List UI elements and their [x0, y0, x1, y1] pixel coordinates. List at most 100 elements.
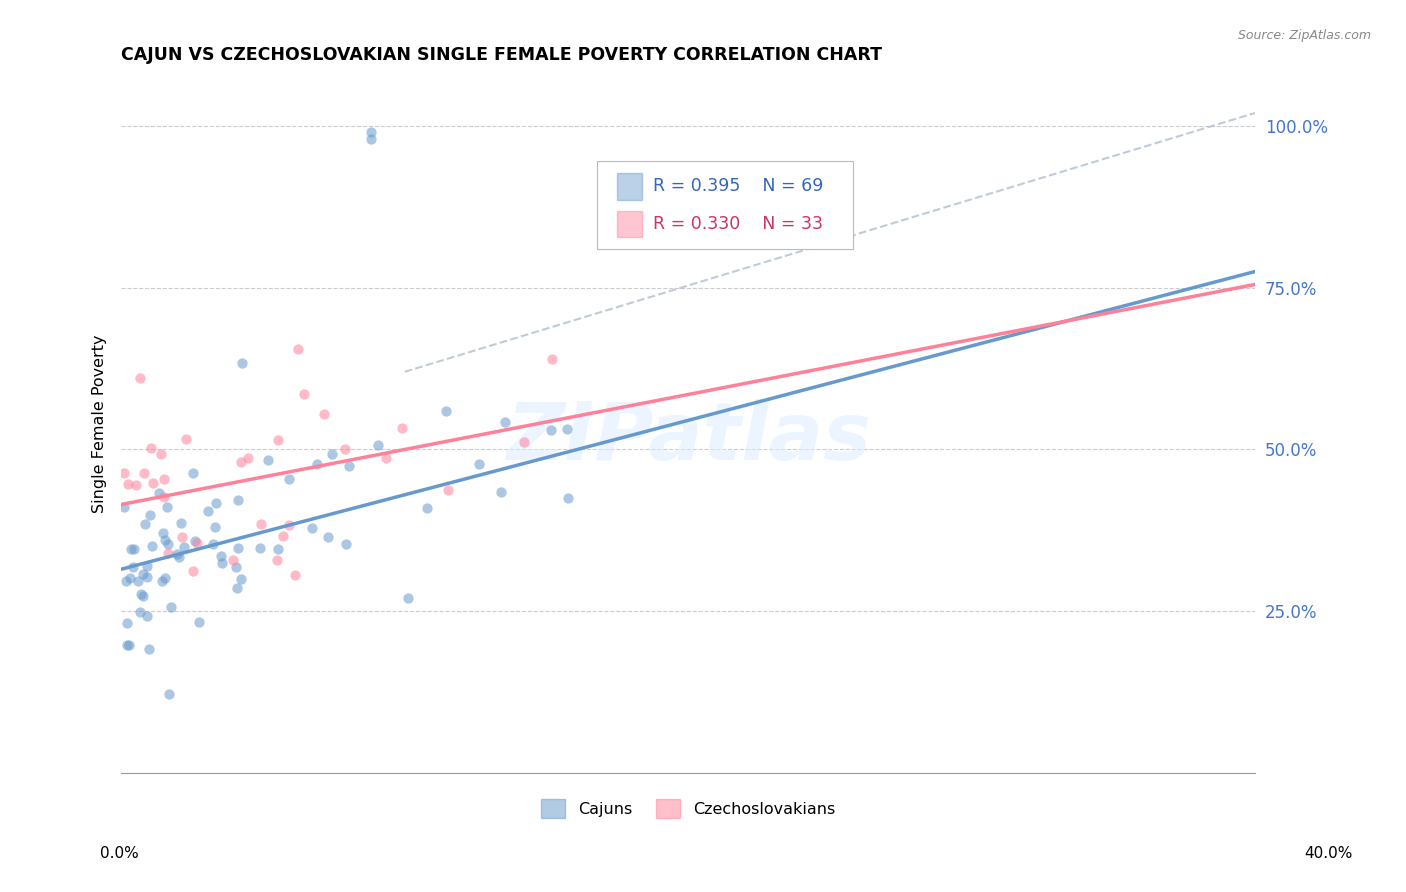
Point: [114, 574, 136, 589]
Point: [157, 687, 180, 701]
Point: [513, 435, 536, 450]
Point: [204, 520, 226, 534]
Point: [226, 492, 249, 507]
Point: [184, 533, 207, 548]
Legend: Cajuns, Czechoslovakians: Cajuns, Czechoslovakians: [534, 792, 841, 824]
Point: [489, 484, 512, 499]
Point: [292, 387, 315, 401]
Point: [150, 574, 173, 588]
Point: [134, 467, 156, 481]
Point: [125, 478, 148, 492]
Point: [205, 496, 228, 510]
Point: [226, 581, 249, 595]
Point: [127, 574, 149, 588]
Text: R = 0.395    N = 69: R = 0.395 N = 69: [652, 178, 824, 195]
Point: [174, 432, 197, 446]
Point: [132, 589, 155, 603]
Point: [540, 423, 562, 437]
Text: Source: ZipAtlas.com: Source: ZipAtlas.com: [1237, 29, 1371, 42]
Point: [148, 486, 170, 500]
Point: [197, 504, 219, 518]
Text: R = 0.330    N = 33: R = 0.330 N = 33: [652, 215, 823, 233]
Point: [360, 125, 382, 139]
Point: [139, 441, 162, 455]
Point: [278, 472, 301, 486]
Point: [166, 547, 188, 561]
Point: [117, 477, 139, 491]
Point: [169, 550, 191, 565]
FancyBboxPatch shape: [617, 173, 641, 200]
Point: [557, 491, 579, 506]
Point: [138, 508, 160, 522]
Point: [231, 356, 253, 370]
Point: [222, 553, 245, 567]
Point: [132, 567, 155, 582]
Text: ZIPatlas: ZIPatlas: [506, 399, 870, 476]
Point: [170, 530, 193, 544]
Point: [156, 500, 179, 514]
Point: [173, 541, 195, 555]
Point: [540, 351, 562, 366]
Point: [271, 529, 294, 543]
Point: [134, 517, 156, 532]
Point: [156, 546, 179, 560]
Point: [129, 371, 152, 385]
Point: [266, 552, 288, 566]
Point: [225, 559, 247, 574]
Point: [249, 516, 271, 531]
Point: [301, 521, 323, 535]
Point: [337, 459, 360, 474]
Point: [229, 455, 252, 469]
Point: [156, 537, 179, 551]
Point: [187, 615, 209, 630]
Point: [170, 516, 193, 531]
Point: [375, 451, 398, 466]
Point: [112, 467, 135, 481]
Point: [150, 447, 173, 461]
Point: [120, 542, 142, 557]
Point: [118, 571, 141, 585]
Point: [494, 416, 516, 430]
Point: [118, 638, 141, 652]
FancyBboxPatch shape: [617, 211, 641, 237]
Point: [321, 447, 343, 461]
Point: [367, 438, 389, 452]
Point: [155, 571, 177, 585]
Point: [249, 541, 271, 555]
Text: 0.0%: 0.0%: [100, 847, 139, 861]
Point: [307, 457, 329, 471]
Point: [153, 533, 176, 548]
Point: [181, 564, 204, 578]
Point: [416, 500, 439, 515]
Point: [391, 420, 413, 434]
Point: [152, 473, 174, 487]
Point: [183, 466, 205, 480]
Point: [135, 609, 157, 624]
Point: [236, 450, 259, 465]
Point: [284, 567, 307, 582]
Point: [153, 490, 176, 504]
Point: [138, 641, 160, 656]
Point: [333, 442, 356, 457]
Point: [468, 457, 491, 471]
Point: [202, 537, 225, 551]
FancyBboxPatch shape: [598, 161, 852, 249]
Point: [136, 570, 159, 584]
Text: CAJUN VS CZECHOSLOVAKIAN SINGLE FEMALE POVERTY CORRELATION CHART: CAJUN VS CZECHOSLOVAKIAN SINGLE FEMALE P…: [121, 46, 882, 64]
Point: [160, 600, 183, 615]
Point: [117, 638, 139, 652]
Point: [278, 517, 301, 532]
Point: [555, 422, 578, 436]
Point: [229, 572, 252, 586]
Point: [267, 542, 290, 557]
Point: [398, 591, 420, 606]
Point: [142, 476, 165, 491]
Text: 40.0%: 40.0%: [1305, 847, 1353, 861]
Point: [434, 404, 457, 418]
Point: [129, 605, 152, 619]
Point: [257, 452, 280, 467]
Point: [115, 616, 138, 631]
Point: [335, 537, 357, 551]
Point: [122, 560, 145, 574]
Point: [209, 549, 232, 564]
